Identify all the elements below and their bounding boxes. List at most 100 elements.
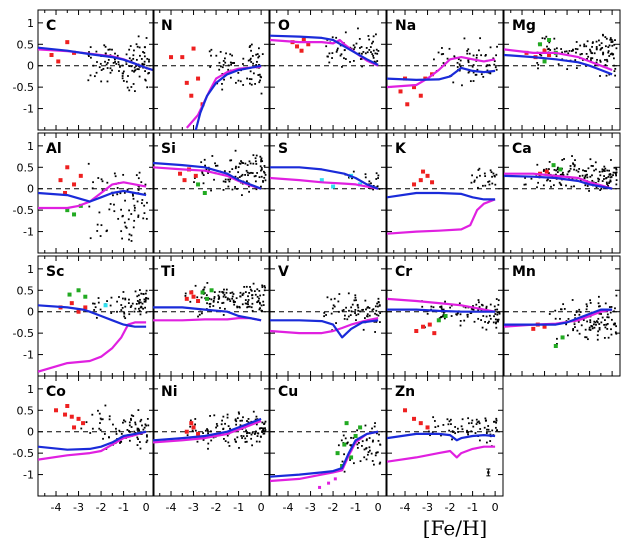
- black-point: [202, 174, 205, 176]
- black-point: [595, 61, 598, 64]
- black-point: [144, 79, 147, 82]
- black-point: [255, 188, 258, 191]
- black-point: [561, 173, 564, 176]
- black-point: [542, 170, 545, 172]
- panel-plot-area: [387, 167, 503, 235]
- red-point: [427, 322, 432, 327]
- black-point: [121, 75, 124, 77]
- black-point: [248, 78, 251, 80]
- panel-plot-area: [504, 294, 620, 348]
- x-tick-label: 0: [492, 501, 499, 514]
- black-point: [87, 55, 90, 57]
- black-point: [371, 460, 374, 462]
- black-point: [140, 418, 143, 421]
- black-point: [220, 65, 222, 68]
- black-point: [229, 159, 232, 162]
- black-point: [337, 300, 340, 303]
- black-point: [596, 321, 599, 324]
- black-point: [211, 155, 214, 157]
- black-point: [250, 83, 253, 86]
- black-point: [231, 62, 234, 64]
- black-point: [598, 327, 601, 329]
- black-point: [89, 432, 92, 434]
- black-point: [359, 310, 361, 313]
- black-point: [609, 176, 612, 179]
- black-point: [478, 306, 481, 308]
- black-point: [237, 166, 240, 169]
- black-point: [585, 45, 588, 48]
- black-point: [441, 315, 444, 318]
- black-point: [259, 302, 261, 305]
- black-point: [378, 462, 381, 465]
- black-point: [494, 183, 497, 186]
- panel-frame: [269, 375, 387, 497]
- black-point: [115, 62, 118, 65]
- black-point: [139, 313, 142, 316]
- black-point: [609, 38, 612, 41]
- black-point: [260, 169, 262, 172]
- black-point: [571, 155, 573, 157]
- black-point: [610, 306, 613, 308]
- black-point: [258, 297, 260, 300]
- black-point: [441, 308, 443, 311]
- black-point: [207, 447, 209, 450]
- black-point: [262, 432, 265, 435]
- black-point: [260, 167, 263, 169]
- black-point: [489, 169, 492, 172]
- black-point: [497, 318, 500, 321]
- blue-model-curve: [387, 66, 496, 81]
- red-point: [414, 329, 419, 333]
- black-point: [615, 174, 618, 177]
- black-point: [258, 73, 261, 76]
- blue-model-curve: [153, 417, 262, 442]
- black-point: [496, 320, 499, 323]
- black-point: [352, 44, 355, 47]
- black-point: [233, 438, 236, 441]
- black-point: [194, 423, 196, 426]
- black-point: [475, 423, 478, 425]
- panel-sc: Sc: [37, 255, 155, 377]
- black-point: [260, 92, 263, 95]
- green-point: [205, 296, 210, 301]
- black-point: [260, 436, 262, 438]
- panel-frame: [503, 132, 621, 254]
- black-point: [490, 171, 493, 174]
- black-point: [459, 59, 462, 62]
- black-point: [470, 307, 473, 310]
- black-point: [108, 436, 110, 439]
- black-point: [97, 297, 100, 299]
- black-point: [120, 432, 123, 435]
- black-point: [128, 424, 131, 427]
- black-point: [578, 168, 581, 170]
- black-point: [134, 307, 137, 310]
- black-point: [486, 64, 489, 67]
- black-point: [376, 52, 379, 55]
- black-point: [100, 69, 103, 71]
- red-point: [63, 412, 68, 417]
- black-point: [89, 74, 92, 77]
- black-point: [368, 314, 371, 317]
- black-point: [252, 410, 255, 413]
- black-point: [262, 300, 265, 303]
- cyan-point: [331, 184, 336, 189]
- black-point: [131, 302, 134, 305]
- black-point: [234, 418, 237, 421]
- black-point: [593, 320, 596, 323]
- black-point: [96, 230, 99, 232]
- black-point: [456, 311, 459, 314]
- panel-element-label: C: [46, 18, 56, 34]
- black-point: [258, 55, 261, 58]
- black-point: [487, 181, 490, 183]
- black-point: [494, 318, 497, 321]
- black-point: [472, 80, 475, 82]
- black-point: [113, 203, 115, 206]
- black-point: [448, 429, 451, 432]
- black-point: [440, 53, 443, 56]
- black-point: [554, 309, 557, 312]
- red-point: [432, 331, 437, 336]
- black-point: [138, 289, 141, 291]
- panel-plot-area: [387, 408, 503, 463]
- black-point: [614, 67, 617, 70]
- black-point: [112, 194, 114, 197]
- black-point: [482, 315, 485, 317]
